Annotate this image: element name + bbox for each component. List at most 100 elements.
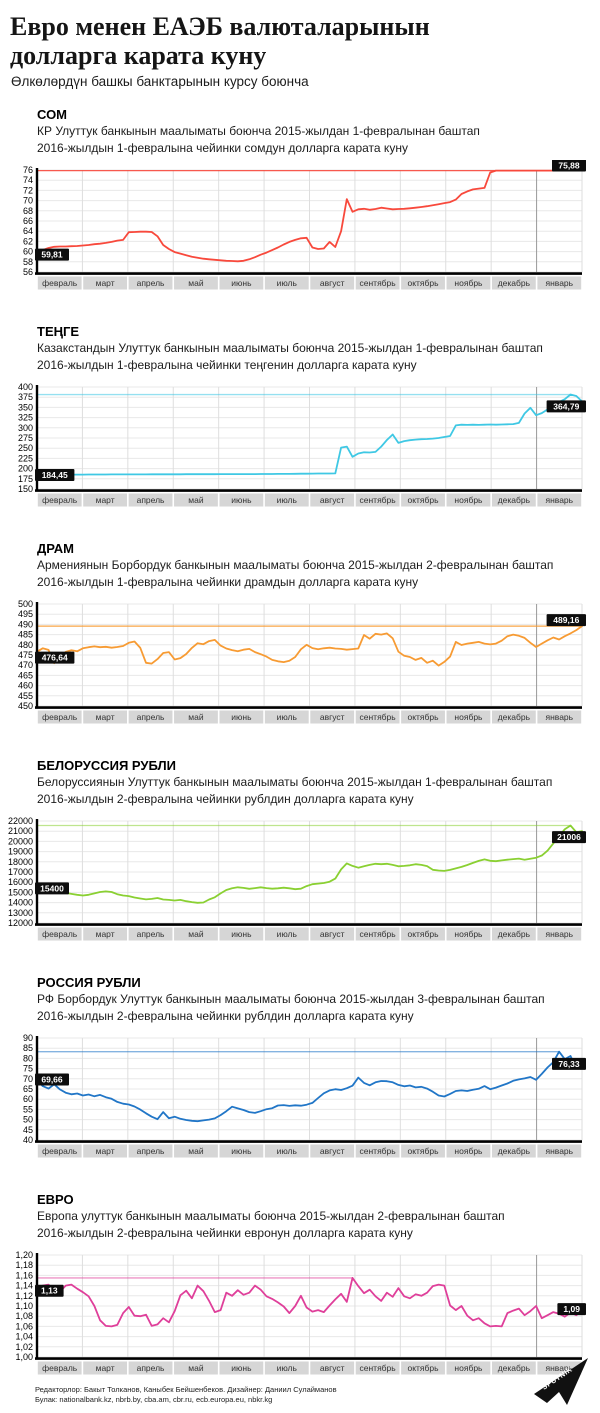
y-tick-label: 400 (18, 382, 33, 392)
y-tick-label: 1,00 (15, 1352, 33, 1362)
chart-title-euro: ЕВРО (37, 1192, 74, 1207)
month-label: май (188, 495, 204, 505)
footer-sources-line: Булак: nationalbank.kz, nbrb.by, cba.am,… (35, 1395, 273, 1404)
month-cell (174, 276, 218, 290)
footer-credits: Редакторлор: Бакыт Толканов, Каныбек Бей… (35, 1385, 337, 1405)
month-label: август (320, 1146, 345, 1156)
chart-desc2-byn: 2016-жылдын 2-февралына чейинки рублдин … (37, 792, 414, 806)
chart-desc2-euro: 2016-жылдын 2-февралына чейинки евронун … (37, 1226, 413, 1240)
y-tick-label: 76 (23, 165, 33, 175)
month-label: ноябрь (454, 1363, 483, 1373)
y-tick-label: 68 (23, 206, 33, 216)
month-cell (37, 710, 82, 724)
month-cell (264, 276, 309, 290)
y-tick-label: 1,16 (15, 1270, 33, 1280)
month-label: октябрь (408, 929, 440, 939)
month-label: апрель (137, 712, 165, 722)
y-tick-label: 60 (23, 247, 33, 257)
month-label: май (188, 1146, 204, 1156)
month-label: апрель (137, 1146, 165, 1156)
chart-canvas-dram: 500 495 490 485 480 475 470 465 460 455 450 476,64 4… (0, 594, 600, 724)
end-value-badge-text: 364,79 (553, 401, 579, 411)
y-tick-label: 19000 (8, 847, 33, 857)
month-label: февраль (42, 495, 78, 505)
month-cell (37, 1361, 82, 1375)
y-tick-label: 62 (23, 236, 33, 246)
y-tick-label: 375 (18, 392, 33, 402)
month-label: январь (545, 278, 573, 288)
month-cell (446, 1144, 491, 1158)
y-tick-label: 325 (18, 413, 33, 423)
month-cell (174, 493, 218, 507)
y-tick-label: 66 (23, 216, 33, 226)
chart-desc2-tenge: 2016-жылдын 1-февралына чейинки теңгенин… (37, 358, 417, 372)
month-label: октябрь (408, 495, 440, 505)
y-tick-label: 56 (23, 267, 33, 277)
series-line (36, 393, 583, 476)
y-tick-label: 13000 (8, 908, 33, 918)
y-tick-label: 70 (23, 1074, 33, 1084)
y-tick-label: 450 (18, 701, 33, 711)
month-label: декабрь (498, 712, 531, 722)
chart-title-tenge: ТЕҢГЕ (37, 324, 80, 339)
chart-title-som: СОМ (37, 107, 68, 122)
month-cell (355, 710, 400, 724)
month-label: май (188, 929, 204, 939)
month-label: январь (545, 1363, 573, 1373)
month-label: январь (545, 1146, 573, 1156)
month-label: март (96, 278, 115, 288)
month-label: сентябрь (360, 1146, 397, 1156)
month-cell (83, 710, 128, 724)
month-cell (537, 1144, 582, 1158)
sputnik-logo: SPUTNIK (534, 1358, 588, 1405)
chart-desc2-dram: 2016-жылдын 1-февралына чейинки драмдын … (37, 575, 419, 589)
y-tick-label: 15000 (8, 887, 33, 897)
month-label: март (96, 929, 115, 939)
month-cell (491, 493, 536, 507)
y-tick-label: 17000 (8, 867, 33, 877)
month-cell (219, 927, 264, 941)
y-tick-label: 475 (18, 650, 33, 660)
month-label: декабрь (498, 495, 531, 505)
month-cell (264, 927, 309, 941)
month-label: декабрь (498, 1146, 531, 1156)
month-cell (491, 927, 536, 941)
y-tick-label: 60 (23, 1094, 33, 1104)
end-value-badge (557, 1303, 586, 1316)
series-line (36, 824, 583, 904)
chart-desc2-rub: 2016-жылдын 2-февралына чейинки рублдин … (37, 1009, 414, 1023)
month-label: июнь (231, 929, 252, 939)
month-cell (446, 710, 491, 724)
chart-canvas-tenge: 400 375 350 325 300 275 250 225 200 175 150 184,45 3… (0, 377, 600, 507)
y-tick-label: 12000 (8, 918, 33, 928)
month-cell (219, 276, 264, 290)
chart-desc2-som: 2016-жылдын 1-февралына чейинки сомдун д… (37, 141, 408, 155)
month-label: январь (545, 712, 573, 722)
y-tick-label: 1,20 (15, 1250, 33, 1260)
month-cell (355, 927, 400, 941)
end-value-badge (552, 1057, 586, 1070)
y-tick-label: 350 (18, 402, 33, 412)
start-value-badge-text: 15400 (40, 883, 64, 893)
month-label: апрель (137, 278, 165, 288)
y-tick-label: 175 (18, 474, 33, 484)
chart-title-rub: РОССИЯ РУБЛИ (37, 975, 141, 990)
month-cell (219, 1361, 264, 1375)
month-label: февраль (42, 1146, 78, 1156)
month-cell (83, 493, 128, 507)
month-label: июль (277, 929, 298, 939)
chart-section-tenge: ТЕҢГЕ Казакстандын Улуттук банкынын маал… (0, 324, 600, 507)
sputnik-logo-shape (534, 1358, 588, 1405)
y-tick-label: 70 (23, 196, 33, 206)
month-cell (401, 493, 445, 507)
month-label: февраль (42, 278, 78, 288)
month-label: май (188, 712, 204, 722)
month-label: октябрь (408, 712, 440, 722)
month-cell (128, 1361, 173, 1375)
month-cell (83, 927, 128, 941)
month-label: март (96, 1146, 115, 1156)
chart-section-euro: ЕВРО Европа улуттук банкынын маалыматы б… (0, 1192, 600, 1375)
start-value-badge-text: 184,45 (42, 470, 68, 480)
